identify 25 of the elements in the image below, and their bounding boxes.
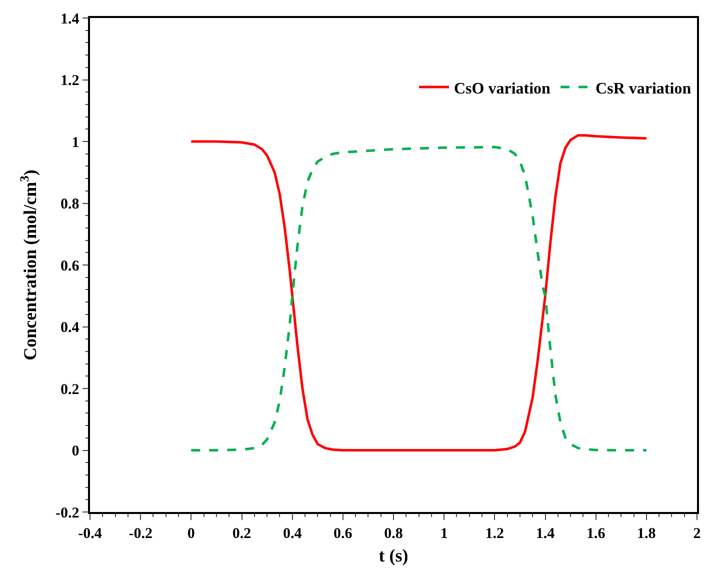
y-tick-label: 0.2 xyxy=(60,382,80,398)
y-tick-label: 0 xyxy=(72,444,80,460)
x-tick-label: 1.6 xyxy=(586,526,606,542)
x-tick-label: 0.6 xyxy=(334,526,353,542)
y-tick-label: 0.4 xyxy=(60,320,80,336)
x-tick-label: 0.2 xyxy=(232,526,252,542)
x-tick-label: 1 xyxy=(440,526,448,542)
x-tick-label: 0.8 xyxy=(384,526,403,542)
y-tick-label: 1.2 xyxy=(60,73,80,89)
y-tick-label: 1 xyxy=(72,134,80,151)
x-tick-label: 1.8 xyxy=(637,526,656,542)
x-tick-label: -0.2 xyxy=(128,526,152,542)
x-tick-label: 2 xyxy=(693,526,701,542)
x-tick-label: -0.4 xyxy=(78,526,102,542)
x-tick-label: 0.4 xyxy=(282,526,302,542)
y-tick-label: -0.2 xyxy=(56,505,80,522)
legend-label: CsR variation xyxy=(596,80,692,98)
y-tick-label: 1.4 xyxy=(60,11,80,28)
legend-label: CsO variation xyxy=(454,80,551,98)
x-tick-label: 0 xyxy=(187,526,195,542)
x-tick-label: 1.4 xyxy=(536,526,556,542)
x-tick-label: 1.2 xyxy=(485,526,504,542)
y-tick-label: 0.6 xyxy=(60,258,80,274)
x-axis-title: t (s) xyxy=(378,545,408,566)
y-tick-label: 0.8 xyxy=(60,196,80,212)
